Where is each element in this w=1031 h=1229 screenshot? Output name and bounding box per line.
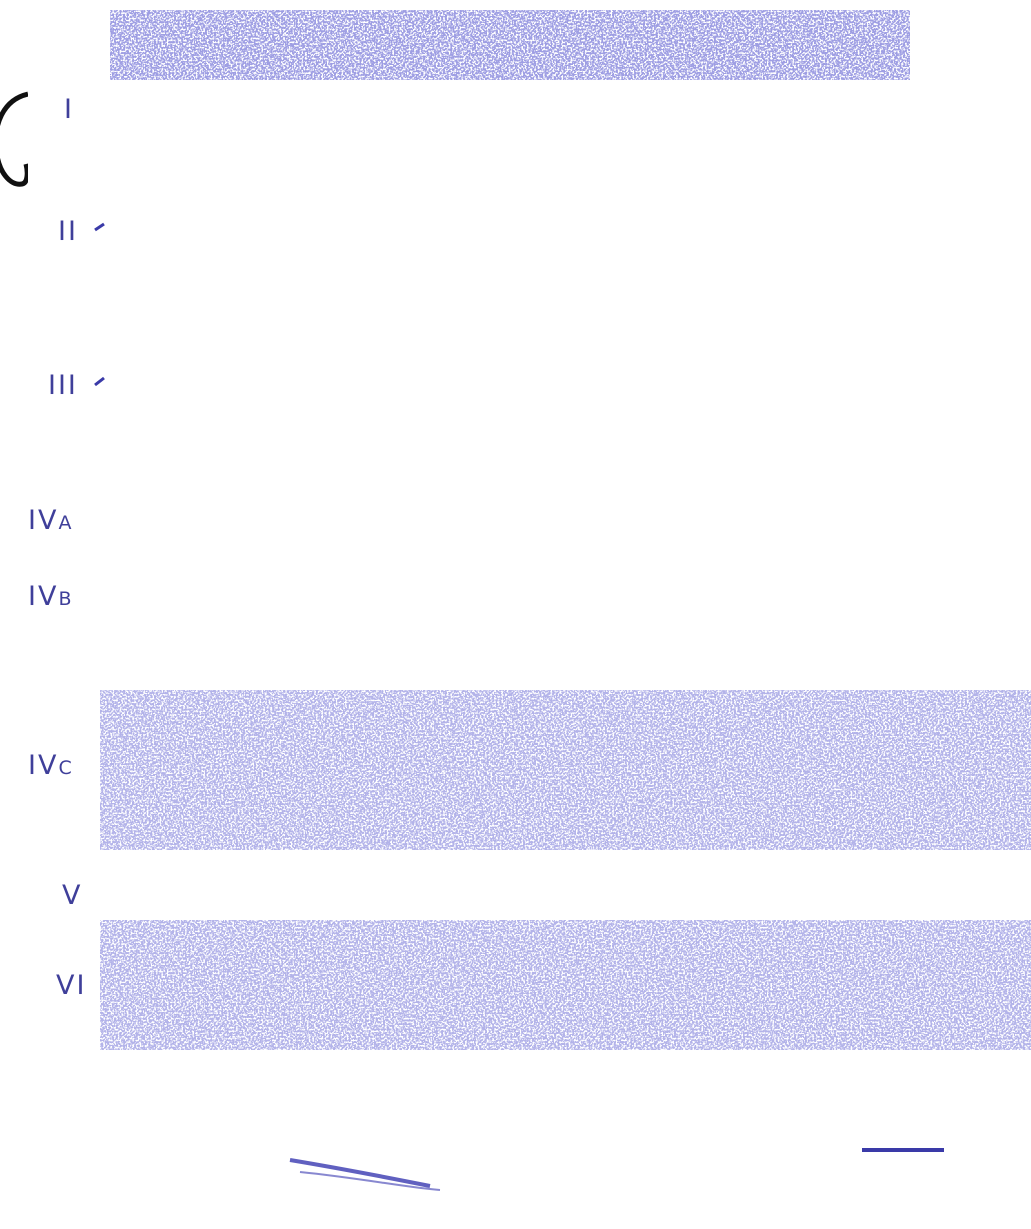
fiber-strand xyxy=(299,1171,441,1191)
layer-label-text: V xyxy=(62,880,83,911)
layer-label-ivc: IVC xyxy=(28,752,72,779)
layer-label-sub: B xyxy=(58,588,72,610)
layer-label-i: I xyxy=(64,96,74,123)
layer-label-text: I xyxy=(64,94,74,125)
layer-label-text: IV xyxy=(28,581,59,612)
layer-label-vi: VI xyxy=(56,972,86,999)
layer-label-text: VI xyxy=(56,970,87,1001)
layer-label-ivb: IVB xyxy=(28,583,71,610)
layer-label-iva: IVA xyxy=(28,507,71,534)
layer-label-text: III xyxy=(48,370,78,401)
fiber-strand xyxy=(289,1158,431,1188)
partial-letter-glyph-shape xyxy=(0,91,30,187)
layer-label-text: IV xyxy=(28,505,59,536)
layer-label-text: IV xyxy=(28,750,59,781)
layer-label-text: II xyxy=(58,216,78,247)
layer-label-sub: C xyxy=(58,757,72,779)
layer-label-ii: II xyxy=(58,218,78,245)
partial-letter-glyph xyxy=(0,86,30,214)
pial-surface xyxy=(110,10,910,80)
layer-label-v: V xyxy=(62,882,82,909)
label-ticks xyxy=(94,222,105,387)
layer-label-iii: III xyxy=(48,372,78,399)
dense-band-vi xyxy=(100,920,1031,1050)
dense-band-ivc xyxy=(100,690,1031,850)
layer-label-sub: A xyxy=(58,512,72,534)
